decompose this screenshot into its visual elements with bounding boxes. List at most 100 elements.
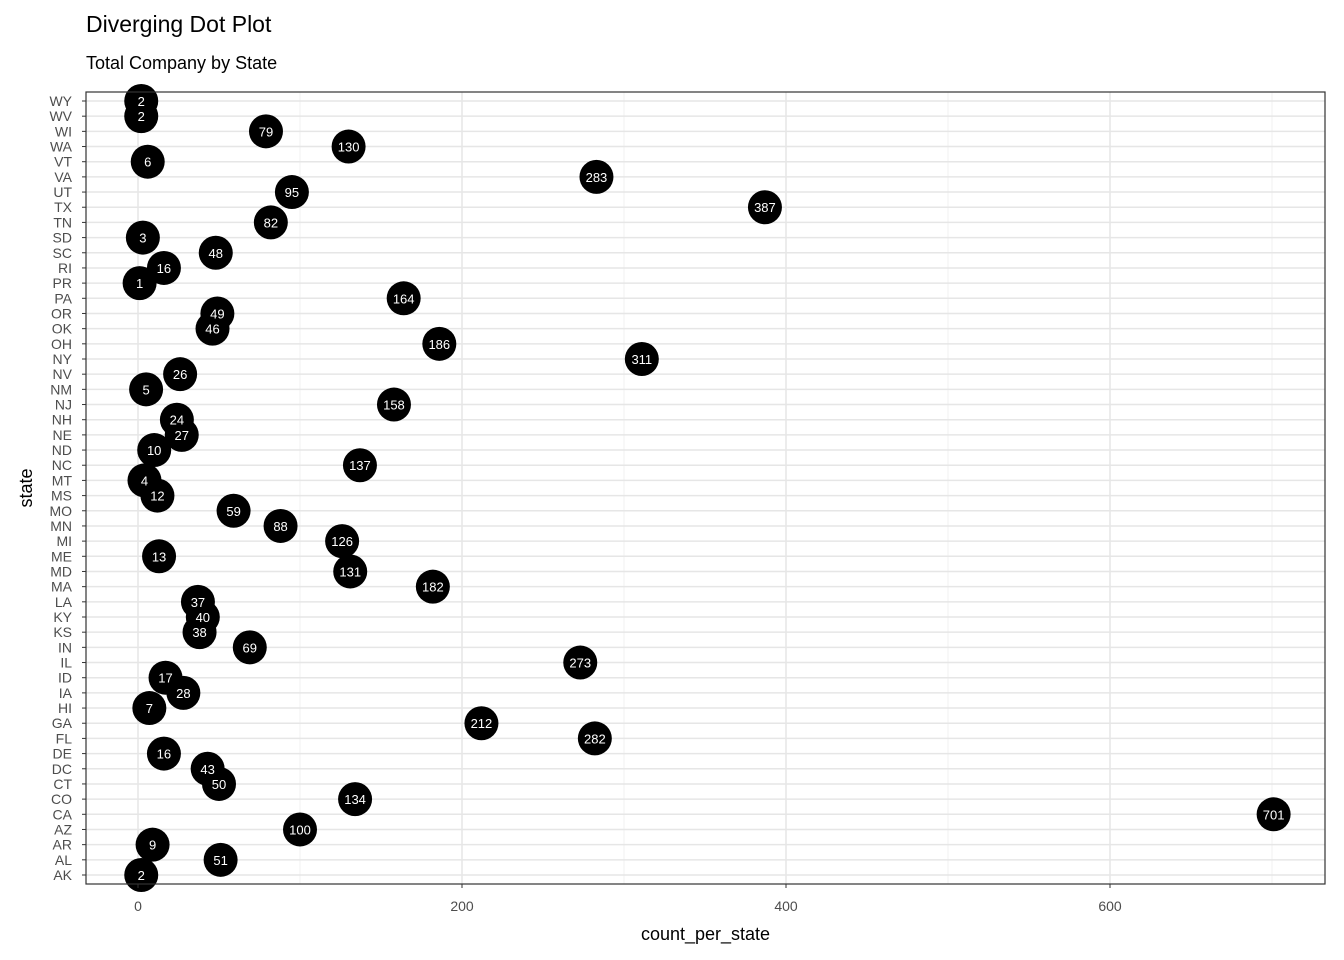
- data-point-nv: [163, 357, 198, 392]
- data-label-tn: 82: [264, 215, 278, 230]
- data-label-hi: 7: [146, 701, 153, 716]
- data-point-nj: [376, 387, 411, 422]
- data-point-nc: [342, 448, 377, 483]
- data-point-tx: [747, 190, 782, 225]
- y-tick-label: NE: [53, 427, 72, 443]
- y-tick-label: DC: [52, 761, 72, 777]
- y-tick-label: AZ: [54, 821, 72, 837]
- data-label-nd: 10: [147, 443, 161, 458]
- y-tick-label: ID: [58, 670, 72, 686]
- data-point-ri: [146, 250, 181, 285]
- data-point-az: [283, 812, 317, 847]
- y-tick-label: MD: [50, 563, 72, 579]
- data-point-pr: [122, 266, 157, 301]
- y-tick-label: VA: [54, 169, 72, 185]
- y-tick-label: AR: [53, 837, 72, 853]
- chart-title: Diverging Dot Plot: [86, 11, 272, 37]
- data-label-nm: 5: [142, 382, 149, 397]
- data-point-mt: [127, 463, 162, 498]
- data-label-pa: 164: [393, 291, 415, 306]
- plot-panel: [86, 92, 1325, 884]
- x-tick-label: 400: [774, 898, 798, 914]
- y-tick-label: MI: [56, 533, 72, 549]
- data-label-sd: 3: [139, 231, 146, 246]
- data-label-al: 51: [213, 853, 227, 868]
- panel-border: [85, 91, 1326, 885]
- data-point-sd: [125, 220, 160, 255]
- y-tick-label: AK: [53, 867, 72, 883]
- data-label-wv: 2: [138, 109, 145, 124]
- y-tick-label: GA: [52, 715, 73, 731]
- data-point-dc: [190, 751, 225, 786]
- data-label-ct: 50: [212, 777, 226, 792]
- data-label-nh: 24: [170, 413, 184, 428]
- data-label-va: 283: [586, 170, 608, 185]
- data-label-co: 134: [344, 792, 366, 807]
- y-tick-label: NM: [50, 381, 72, 397]
- data-label-mn: 88: [273, 519, 287, 534]
- y-tick-label: PA: [54, 290, 72, 306]
- data-point-sc: [198, 235, 233, 270]
- data-point-il: [563, 645, 598, 680]
- data-label-ar: 9: [149, 838, 156, 853]
- data-label-mo: 59: [226, 504, 240, 519]
- y-tick-label: AL: [55, 852, 72, 868]
- y-tick-label: WA: [50, 139, 73, 155]
- data-point-hi: [132, 691, 167, 726]
- data-label-me: 13: [152, 549, 166, 564]
- y-tick-label: CO: [51, 791, 72, 807]
- data-label-ks: 38: [192, 625, 206, 640]
- data-label-dc: 43: [200, 762, 214, 777]
- data-label-ak: 2: [138, 868, 145, 883]
- data-label-md: 131: [339, 564, 361, 579]
- data-label-wy: 2: [138, 94, 145, 109]
- data-label-oh: 186: [428, 337, 450, 352]
- data-point-vt: [130, 144, 165, 179]
- data-point-de: [146, 736, 181, 771]
- data-label-ok: 46: [205, 322, 219, 337]
- data-label-tx: 387: [754, 200, 776, 215]
- y-tick-label: OH: [51, 336, 72, 352]
- data-label-id: 17: [158, 671, 172, 686]
- y-tick-label: FL: [56, 730, 73, 746]
- data-label-ne: 27: [175, 428, 189, 443]
- y-tick-label: DE: [53, 746, 72, 762]
- data-label-ut: 95: [285, 185, 299, 200]
- y-tick-label: NV: [53, 366, 73, 382]
- data-label-ma: 182: [422, 580, 444, 595]
- data-label-ri: 16: [157, 261, 171, 276]
- data-label-nv: 26: [173, 367, 187, 382]
- y-tick-label: MT: [52, 472, 73, 488]
- data-point-al: [203, 842, 238, 877]
- y-tick-label: WV: [49, 108, 72, 124]
- y-tick-label: PR: [53, 275, 72, 291]
- data-point-va: [579, 159, 614, 194]
- y-tick-label: WI: [55, 123, 72, 139]
- data-point-ar: [135, 827, 170, 862]
- y-tick-label: TN: [53, 214, 72, 230]
- data-point-md: [333, 554, 368, 589]
- y-tick-label: UT: [53, 184, 72, 200]
- y-tick-label: MO: [49, 503, 72, 519]
- y-tick-label: OR: [51, 305, 72, 321]
- data-point-wi: [248, 114, 283, 149]
- y-tick-label: SC: [53, 245, 72, 261]
- data-point-wa: [331, 129, 366, 164]
- data-label-or: 49: [210, 306, 224, 321]
- data-point-tn: [253, 205, 288, 240]
- data-label-ca: 701: [1263, 807, 1285, 822]
- data-point-la: [180, 584, 215, 619]
- data-point-pa: [386, 281, 421, 316]
- data-label-ky: 40: [196, 610, 210, 625]
- data-label-in: 69: [243, 640, 257, 655]
- data-point-ca: [1256, 797, 1291, 832]
- data-label-mt: 4: [141, 473, 148, 488]
- data-point-mi: [325, 524, 360, 559]
- data-label-nj: 158: [383, 398, 405, 413]
- y-tick-label: ME: [51, 548, 72, 564]
- y-tick-label: IA: [59, 685, 73, 701]
- y-axis-title: state: [16, 468, 36, 507]
- data-point-me: [142, 539, 177, 574]
- data-label-pr: 1: [136, 276, 143, 291]
